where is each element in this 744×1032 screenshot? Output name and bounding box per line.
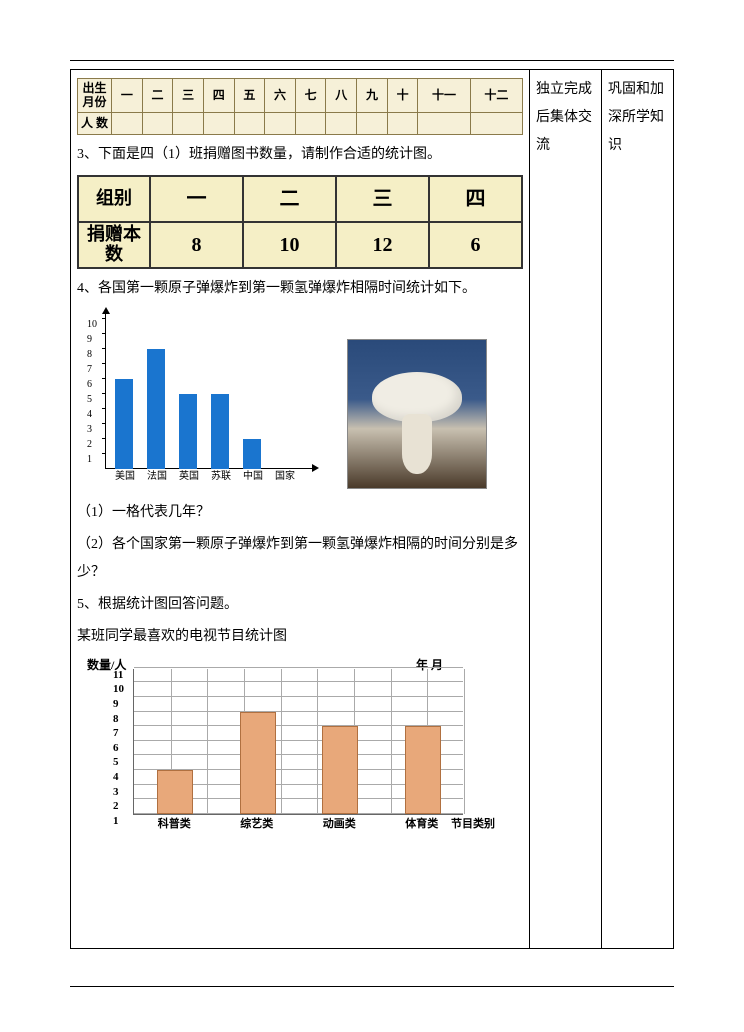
q4-2: （2）各个国家第一颗原子弹爆炸到第一颗氢弹爆炸相隔的时间分别是多少？ bbox=[77, 531, 523, 587]
q5-sub: 某班同学最喜欢的电视节目统计图 bbox=[77, 623, 523, 651]
tv-program-bar-chart: 数量/人 年 月 节目类别 1234567891011科普类综艺类动画类体育类 bbox=[83, 657, 483, 837]
donation-table: 组别 一 二 三 四 捐赠本数 8 10 12 6 bbox=[77, 175, 523, 269]
main-content: 出生月份 一 二 三 四 五 六 七 八 九 十 十一 十二 人 数 bbox=[70, 69, 530, 949]
q5: 5、根据统计图回答问题。 bbox=[77, 591, 523, 619]
birth-month-table: 出生月份 一 二 三 四 五 六 七 八 九 十 十一 十二 人 数 bbox=[77, 78, 523, 135]
q4-1: （1）一格代表几年？ bbox=[77, 499, 523, 527]
q3-text: 3、下面是四（1）班捐赠图书数量，请制作合适的统计图。 bbox=[77, 141, 523, 169]
mushroom-cloud-image bbox=[347, 339, 487, 489]
side-col-2: 巩固和加深所学知识 bbox=[602, 69, 674, 949]
countries-bar-chart: 美国法国英国苏联中国国家 12345678910 bbox=[77, 309, 317, 489]
side-col-1: 独立完成后集体交流 bbox=[530, 69, 602, 949]
t1-r1-header: 出生月份 bbox=[78, 79, 112, 113]
t1-r2-header: 人 数 bbox=[78, 112, 112, 134]
q4-text: 4、各国第一颗原子弹爆炸到第一颗氢弹爆炸相隔时间统计如下。 bbox=[77, 275, 523, 303]
